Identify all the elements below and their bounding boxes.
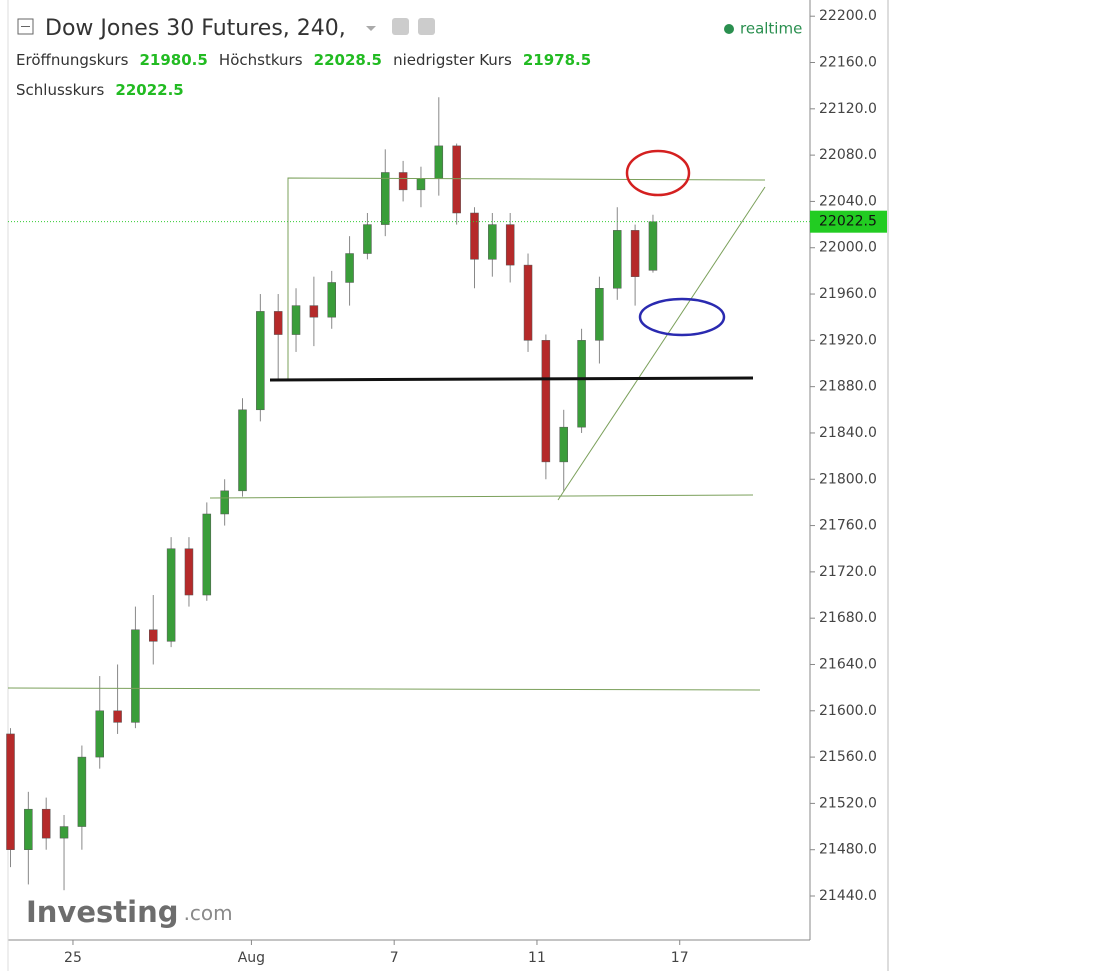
y-tick-label: 21680.0 [819, 610, 877, 626]
value: 22022.5 [115, 81, 183, 99]
candles [6, 97, 658, 891]
candle-body [488, 224, 497, 260]
value: 22028.5 [314, 51, 382, 69]
candle-body [273, 311, 283, 335]
y-tick-label: 21720.0 [819, 564, 877, 580]
status: realtime [740, 20, 802, 38]
price-tag [810, 210, 887, 233]
trend-line [7, 687, 761, 691]
logo: Investing .com [26, 895, 233, 929]
y-tick-label: 21480.0 [819, 842, 877, 858]
ellipse [625, 149, 691, 197]
candle-body [648, 221, 658, 271]
x-tick-label: 17 [671, 950, 689, 966]
value: 21978.5 [523, 51, 591, 69]
candle-body [523, 264, 533, 341]
candle-body [256, 311, 265, 411]
chart-title: Dow Jones 30 Futures, 240, [45, 16, 346, 41]
logo-suffix: .com [184, 901, 233, 925]
candle-body [613, 230, 622, 289]
candle-body [381, 172, 390, 225]
candle-body [398, 172, 408, 191]
candle-body [202, 513, 212, 596]
candle-body [327, 282, 336, 318]
value: 21980.5 [140, 51, 208, 69]
y-tick-label: 22200.0 [819, 8, 877, 24]
candle-body [6, 733, 15, 850]
candle-body [470, 212, 479, 260]
x-tick-label: 11 [528, 950, 546, 966]
candle-body [505, 224, 515, 266]
candle-body [291, 305, 301, 335]
label: Höchstkurs [219, 51, 303, 69]
ellipse [638, 297, 726, 337]
candle-body [416, 178, 426, 191]
y-tick-label: 21520.0 [819, 795, 877, 811]
candle-body [184, 548, 194, 596]
label: Schlusskurs [16, 81, 104, 99]
support-line [269, 376, 754, 382]
y-tick-label: 21760.0 [819, 518, 877, 534]
candle-body [559, 426, 568, 463]
y-tick-label: 21880.0 [819, 379, 877, 395]
trend-line [209, 494, 754, 499]
candle-body [166, 548, 176, 642]
x-tick-label: Aug [238, 950, 265, 966]
candle-body [95, 710, 104, 758]
y-tick-label: 22000.0 [819, 240, 877, 256]
status-dot [724, 24, 734, 34]
background [0, 0, 888, 971]
candle-body [630, 230, 640, 277]
candle-body [59, 826, 69, 839]
candle-body [309, 305, 319, 318]
ohlc-legend: Eröffnungskurs 21980.5 Höchstkurs 22028.… [16, 50, 591, 69]
candle-body [434, 145, 444, 179]
candle-body [577, 340, 586, 428]
icon[interactable] [418, 18, 435, 35]
candle-body [345, 253, 354, 283]
trend-line [557, 186, 766, 501]
y-tick-label: 21960.0 [819, 286, 877, 302]
y-tick-label: 21440.0 [819, 888, 877, 904]
y-tick-label: 21840.0 [819, 425, 877, 441]
drawings [7, 149, 766, 691]
candle-body [363, 224, 372, 254]
candle-body [131, 629, 140, 723]
x-tick-label: 25 [64, 950, 82, 966]
price-tag-label: 22022.5 [819, 214, 877, 230]
logo-main: Investing [26, 895, 178, 929]
y-tick-label: 21920.0 [819, 332, 877, 348]
y-tick-label: 22080.0 [819, 147, 877, 163]
candle-body [24, 808, 33, 850]
label: Eröffnungskurs [16, 51, 129, 69]
icon[interactable] [392, 18, 409, 35]
y-tick-label: 21800.0 [819, 471, 877, 487]
ohlc-legend: Schlusskurs 22022.5 [16, 80, 184, 99]
candle-body [452, 145, 461, 214]
candle-body [149, 629, 158, 642]
candle-body [541, 340, 551, 463]
y-tick-label: 22040.0 [819, 193, 877, 209]
candle-body [77, 756, 87, 827]
y-tick-label: 21640.0 [819, 656, 877, 672]
dropdown[interactable] [366, 26, 376, 31]
y-tick-label: 22160.0 [819, 55, 877, 71]
y-tick-label: 22120.0 [819, 101, 877, 117]
x-tick-label: 7 [390, 950, 399, 966]
y-tick-label: 21600.0 [819, 703, 877, 719]
candle-body [595, 288, 604, 341]
collapse-icon[interactable] [17, 18, 34, 35]
trend-line [287, 177, 766, 380]
y-tick-label: 21560.0 [819, 749, 877, 765]
candle-body [238, 409, 247, 492]
candle-body [220, 490, 229, 515]
candle-body [41, 808, 51, 839]
candle-body [113, 710, 122, 723]
label: niedrigster Kurs [393, 51, 512, 69]
